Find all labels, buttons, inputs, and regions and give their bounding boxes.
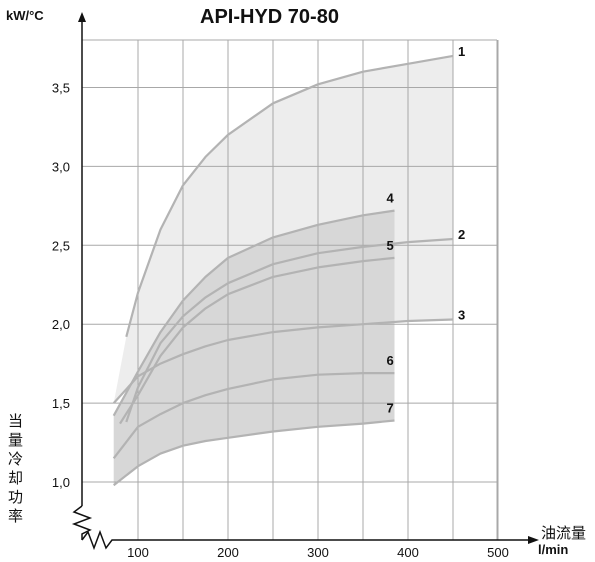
curve-label-5: 5 bbox=[387, 238, 394, 253]
grid-lines bbox=[82, 39, 499, 540]
x-tick-label: 300 bbox=[307, 545, 329, 560]
shaded-bands bbox=[113, 55, 453, 486]
chart-title: API-HYD 70-80 bbox=[200, 6, 339, 28]
x-axis-label: 油流量 bbox=[541, 524, 587, 542]
curve-2 bbox=[125, 237, 454, 423]
x-axis-line bbox=[81, 529, 528, 551]
curve-6 bbox=[112, 372, 395, 459]
y-tick-label: 1,5 bbox=[52, 396, 70, 411]
curve-1 bbox=[125, 54, 454, 338]
y-tick-label: 2,0 bbox=[52, 317, 70, 332]
y-axis-break bbox=[71, 505, 93, 540]
x-tick-label: 200 bbox=[217, 545, 239, 560]
y-tick-label: 1,0 bbox=[52, 475, 70, 490]
x-axis-arrow bbox=[528, 536, 539, 544]
curve-label-1: 1 bbox=[458, 44, 465, 59]
axes bbox=[71, 12, 539, 551]
x-tick-label: 500 bbox=[487, 545, 509, 560]
tick-labels: 100 200 300 400 500 1,0 1,5 2,0 2,5 3,0 3,5 bbox=[52, 81, 509, 561]
band-4-7 bbox=[113, 210, 395, 486]
curve-label-7: 7 bbox=[387, 400, 394, 415]
curve-label-6: 6 bbox=[387, 353, 394, 368]
curve-7 bbox=[113, 419, 395, 487]
curve-label-4: 4 bbox=[387, 191, 395, 206]
curve-label-2: 2 bbox=[458, 227, 465, 242]
curve-labels: 1 2 3 4 5 6 7 bbox=[387, 44, 466, 416]
curves bbox=[112, 54, 454, 487]
x-tick-label: 400 bbox=[397, 545, 419, 560]
y-tick-label: 3,0 bbox=[52, 159, 70, 174]
y-axis-label: 当量冷却功率 bbox=[8, 412, 24, 525]
x-axis-unit: l/min bbox=[538, 542, 569, 557]
x-tick-label: 100 bbox=[127, 545, 149, 560]
y-axis-unit: kW/°C bbox=[6, 8, 44, 23]
y-axis-arrow bbox=[78, 12, 86, 22]
curve-label-3: 3 bbox=[458, 307, 465, 322]
curve-5 bbox=[119, 256, 395, 425]
y-tick-label: 2,5 bbox=[52, 238, 70, 253]
y-tick-label: 3,5 bbox=[52, 81, 70, 96]
curve-4 bbox=[112, 209, 395, 417]
